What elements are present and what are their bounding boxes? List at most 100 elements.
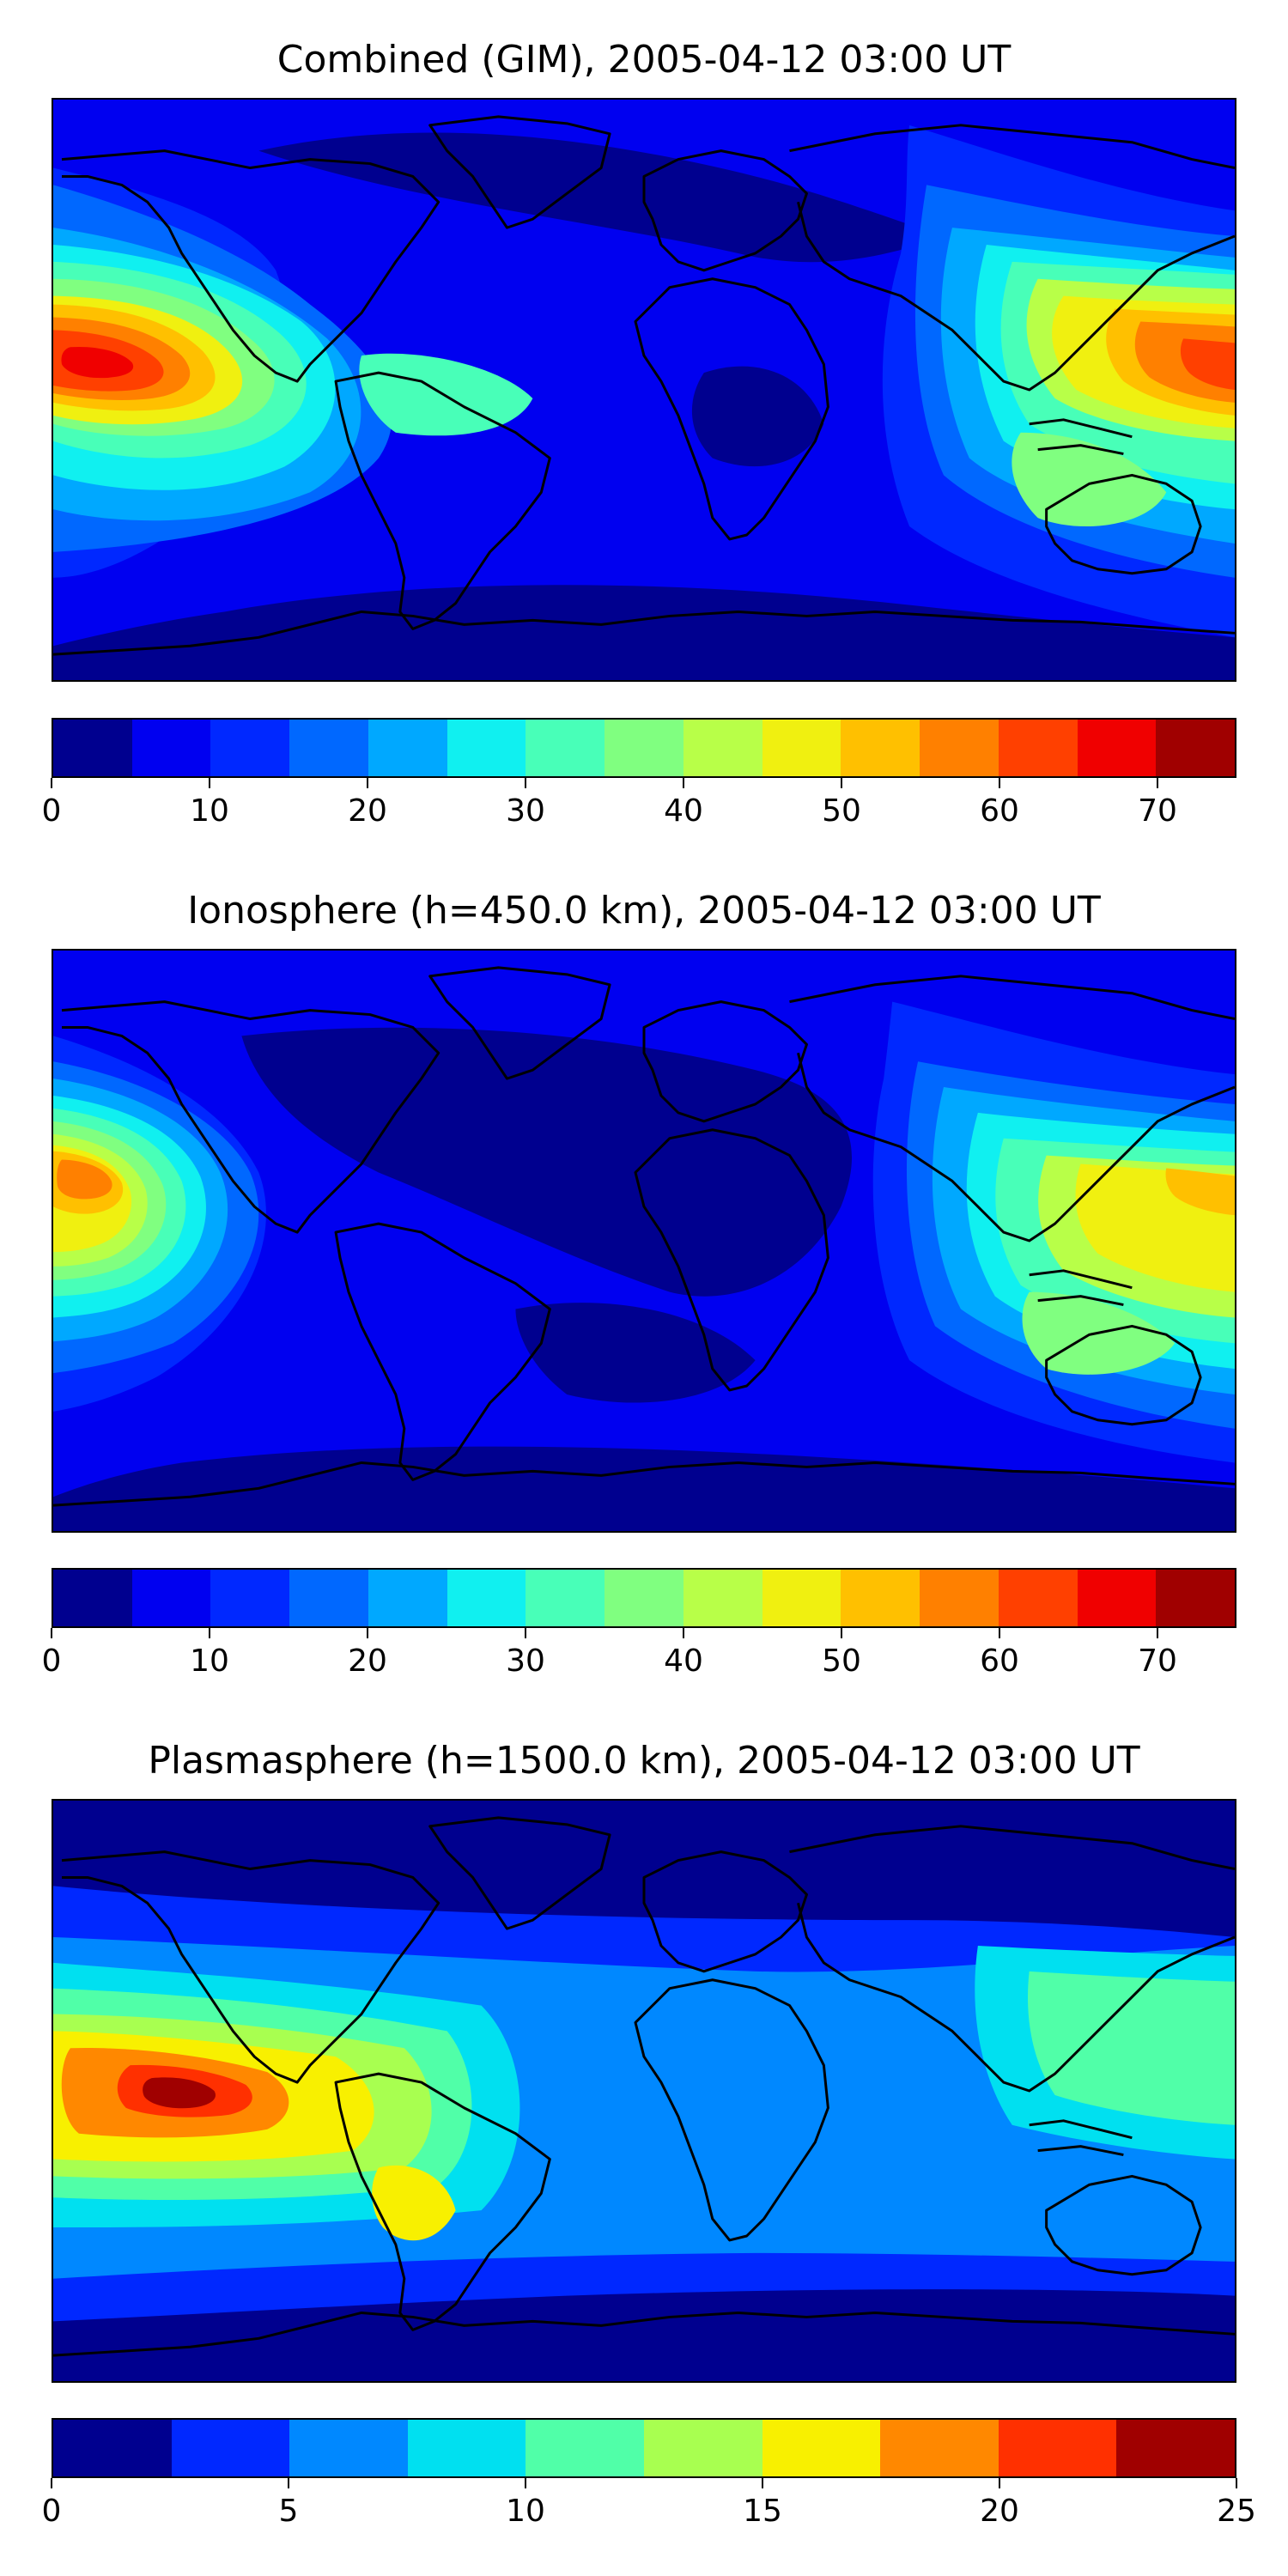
- contour-band: [143, 2077, 216, 2109]
- colorbar-segment: [131, 720, 212, 776]
- contour-band: [241, 1027, 853, 1297]
- contour-band: [1165, 1168, 1235, 1216]
- colorbar-tick-label: 10: [190, 793, 229, 829]
- colorbar-tick-label: 30: [506, 793, 545, 829]
- colorbar-segment: [407, 2420, 527, 2476]
- coastlines: [53, 1816, 1235, 2357]
- coastline-antarctica: [53, 1461, 1235, 1507]
- colorbar-tick-label: 70: [1138, 793, 1177, 829]
- colorbar-tick-mark: [209, 778, 210, 788]
- coastline-africa: [634, 1128, 829, 1392]
- map-plasmasphere: [52, 1799, 1236, 2383]
- colorbar-plasmasphere: [52, 2418, 1236, 2478]
- chart-title: Ionosphere (h=450.0 km), 2005-04-12 03:0…: [187, 889, 1101, 933]
- colorbar-segment: [1156, 1570, 1235, 1626]
- colorbar-ionosphere: [52, 1568, 1236, 1628]
- contour-band: [1180, 338, 1235, 390]
- colorbar-tick-mark: [683, 778, 684, 788]
- coastline-north-america: [61, 1000, 440, 1234]
- colorbar-segment: [762, 720, 841, 776]
- colorbar-tick-mark: [683, 1628, 684, 1638]
- colorbar-segment: [762, 2420, 881, 2476]
- colorbar-tick-label: 40: [664, 793, 703, 829]
- colorbar-segment: [289, 720, 369, 776]
- colorbar-tick-mark: [51, 2478, 52, 2488]
- chart-title: Plasmasphere (h=1500.0 km), 2005-04-12 0…: [148, 1739, 1140, 1783]
- colorbar-tick-label: 40: [664, 1643, 703, 1679]
- coastline-australia: [1045, 2174, 1202, 2276]
- colorbar-segment: [1116, 2420, 1235, 2476]
- colorbar-segment: [447, 720, 527, 776]
- colorbar-segment: [920, 720, 999, 776]
- coastline-indonesia: [1029, 2119, 1133, 2157]
- contour-band: [691, 366, 824, 467]
- colorbar-segment: [53, 2420, 173, 2476]
- contour-band: [1012, 432, 1167, 527]
- colorbar-segment: [526, 720, 605, 776]
- colorbar-segment: [605, 1570, 684, 1626]
- map-ionosphere: [52, 949, 1236, 1533]
- colorbar-tick-label: 60: [980, 1643, 1019, 1679]
- colorbar-tick-mark: [209, 1628, 210, 1638]
- colorbar-segment: [605, 720, 684, 776]
- coastline-greenland: [428, 115, 611, 229]
- colorbar-segment: [683, 720, 763, 776]
- coastline-south-america: [334, 371, 551, 630]
- coastline-north-america: [61, 1850, 440, 2084]
- chart-title: Combined (GIM), 2005-04-12 03:00 UT: [276, 38, 1012, 82]
- colorbar-segment: [289, 2420, 409, 2476]
- contour-band: [372, 2165, 456, 2241]
- colorbar-tick-label: 70: [1138, 1643, 1177, 1679]
- colorbar-segment: [998, 1570, 1078, 1626]
- colorbar-tick-mark: [525, 778, 526, 788]
- colorbar-segment: [644, 2420, 763, 2476]
- colorbar-tick-mark: [762, 2478, 763, 2488]
- coastline-south-america: [334, 1222, 551, 1481]
- coastline-europe: [642, 149, 808, 272]
- colorbar-tick-label: 0: [41, 2494, 62, 2529]
- tec-field-ionosphere: [53, 951, 1235, 1531]
- colorbar-tick-label: 30: [506, 1643, 545, 1679]
- colorbar-combined: [52, 718, 1236, 778]
- colorbar-tick-mark: [999, 1628, 1000, 1638]
- coastline-asia: [789, 975, 1235, 1242]
- coastline-antarctica: [53, 610, 1235, 656]
- colorbar-tick-label: 10: [506, 2494, 545, 2529]
- colorbar-segment: [53, 1570, 133, 1626]
- colorbar-tick-mark: [1157, 778, 1158, 788]
- colorbar-tick-mark: [51, 1628, 52, 1638]
- colorbar-segment: [447, 1570, 527, 1626]
- colorbar-tick-mark: [367, 778, 368, 788]
- colorbar-segment: [998, 720, 1078, 776]
- tec-field-plasmasphere: [53, 1801, 1235, 2381]
- colorbar-ticks-plasmasphere: 0 5 10 15 20 25: [42, 2478, 1256, 2530]
- coastline-antarctica: [53, 2311, 1235, 2357]
- coastline-indonesia: [1029, 1269, 1133, 1307]
- colorbar-segment: [53, 720, 133, 776]
- colorbar-segment: [841, 1570, 920, 1626]
- colorbar-tick-mark: [841, 778, 842, 788]
- colorbar-tick-label: 50: [822, 793, 861, 829]
- colorbar-tick-mark: [1157, 1628, 1158, 1638]
- coastline-north-america: [61, 149, 440, 383]
- colorbar-segment: [880, 2420, 999, 2476]
- colorbar-segment: [683, 1570, 763, 1626]
- coastline-greenland: [428, 966, 611, 1080]
- colorbar-segment: [131, 1570, 212, 1626]
- colorbar-tick-mark: [367, 1628, 368, 1638]
- colorbar-tick-mark: [841, 1628, 842, 1638]
- colorbar-segment: [998, 2420, 1118, 2476]
- colorbar-segment: [841, 720, 920, 776]
- colorbar-tick-label: 20: [348, 1643, 387, 1679]
- coastline-south-america: [334, 2072, 551, 2331]
- colorbar-tick-label: 50: [822, 1643, 861, 1679]
- colorbar-tick-mark: [51, 778, 52, 788]
- map-combined: [52, 98, 1236, 682]
- contour-band: [1028, 1971, 1235, 2125]
- colorbar-tick-label: 0: [41, 1643, 62, 1679]
- coastline-europe: [642, 1850, 808, 1973]
- colorbar-segment: [1077, 720, 1157, 776]
- colorbar-segment: [210, 1570, 290, 1626]
- colorbar-segment: [368, 720, 448, 776]
- colorbar-tick-mark: [525, 1628, 526, 1638]
